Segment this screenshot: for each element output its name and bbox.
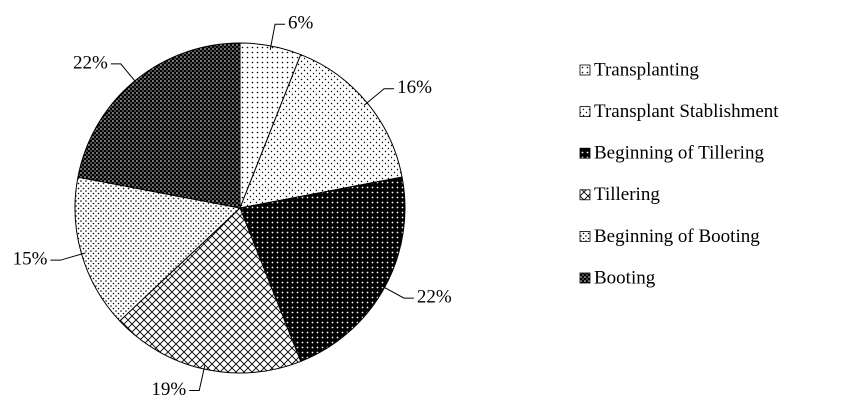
legend-swatch <box>579 230 591 242</box>
legend-label: Tillering <box>594 184 660 205</box>
legend-swatch <box>579 147 591 159</box>
data-label: 22% <box>417 286 452 307</box>
legend-label: Beginning of Booting <box>594 226 760 247</box>
legend-swatch <box>579 64 591 76</box>
legend-swatch <box>579 106 591 117</box>
leader-line <box>50 252 86 261</box>
legend-label: Transplanting <box>594 59 699 80</box>
legend-swatch <box>579 189 591 201</box>
leader-line <box>363 88 395 106</box>
data-label: 19% <box>151 379 186 400</box>
legend-label: Transplant Stablishment <box>594 101 779 122</box>
legend-label: Booting <box>594 267 656 288</box>
legend-label: Beginning of Tillering <box>594 143 764 164</box>
data-label: 16% <box>397 77 432 98</box>
data-label: 22% <box>73 52 108 73</box>
legend-swatch <box>579 272 591 284</box>
leader-line <box>189 365 206 391</box>
leader-line <box>110 63 138 85</box>
data-label: 6% <box>288 13 314 34</box>
data-label: 15% <box>13 249 48 270</box>
leader-line <box>269 23 286 50</box>
leader-line <box>380 285 414 299</box>
